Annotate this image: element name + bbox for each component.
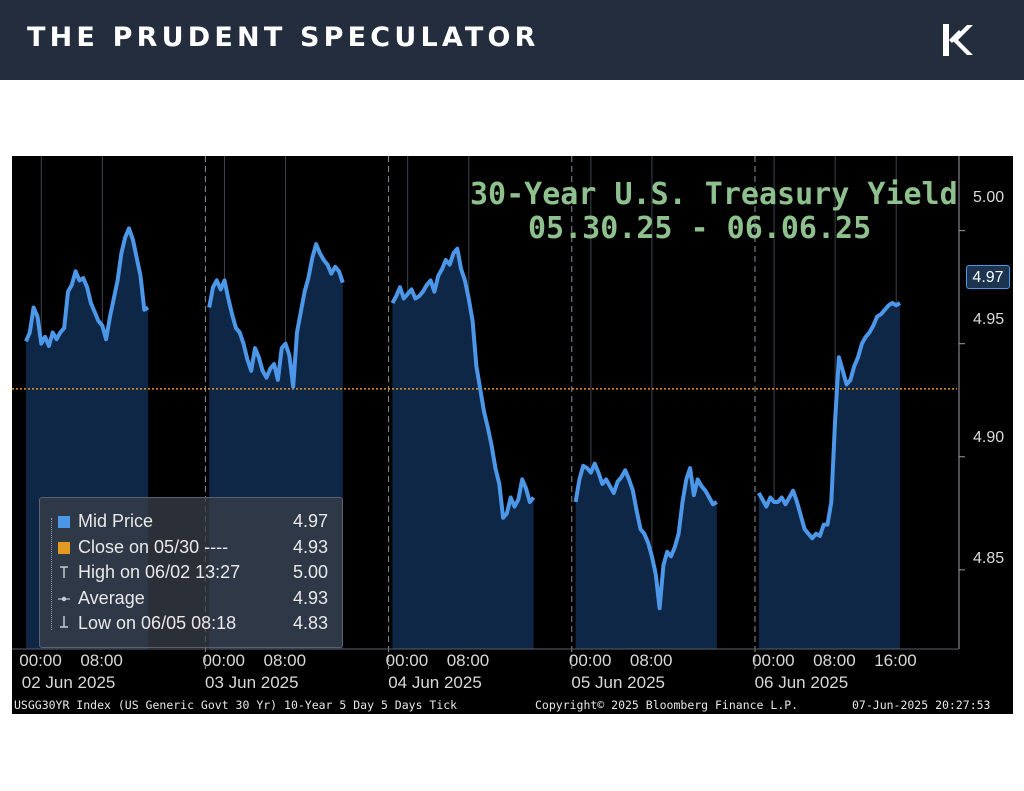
- x-day-label: 05 Jun 2025: [571, 673, 665, 692]
- legend-name: High on 06/02 13:27: [78, 562, 241, 582]
- bloomberg-chart: 30-Year U.S. Treasury Yield 05.30.25 - 0…: [12, 156, 1013, 714]
- footer-copyright: Copyright© 2025 Bloomberg Finance L.P.: [535, 698, 799, 712]
- legend-item-low: Low on 06/05 08:18 4.83: [40, 612, 342, 636]
- legend-name: Low on 06/05 08:18: [78, 613, 237, 633]
- x-day-label: 02 Jun 2025: [21, 673, 116, 692]
- series-area-fill: [575, 463, 717, 649]
- average-marker-icon: [58, 596, 70, 602]
- footer-timestamp: 07-Jun-2025 20:27:53: [852, 698, 991, 712]
- mid-price-line: [757, 301, 902, 541]
- y-tick-label: 5.00: [973, 189, 1005, 206]
- brand-name: THE PRUDENT SPECULATOR: [27, 22, 540, 53]
- x-tick-label: 00:00: [568, 651, 612, 670]
- chart-legend: Mid Price 4.97 Close on 05/30 ---- 4.93 …: [39, 497, 343, 648]
- chart-subtitle: 05.30.25 - 06.06.25: [528, 211, 872, 246]
- footer-index-description: USGG30YR Index (US Generic Govt 30 Yr) 1…: [14, 698, 458, 712]
- x-tick-label: 00:00: [19, 651, 62, 670]
- mid-price-line: [24, 226, 150, 348]
- legend-item-mid-price: Mid Price 4.97: [40, 510, 342, 534]
- legend-value: 4.93: [292, 588, 328, 608]
- legend-name: Average: [78, 588, 145, 608]
- chart-title: 30-Year U.S. Treasury Yield: [470, 177, 958, 212]
- x-day-label: 06 Jun 2025: [754, 673, 849, 692]
- y-tick-label: 4.90: [973, 429, 1005, 446]
- legend-item-close: Close on 05/30 ---- 4.93: [40, 536, 342, 560]
- x-tick-label: 00:00: [202, 651, 245, 670]
- k-monogram-logo-icon: [943, 24, 973, 56]
- legend-item-high: High on 06/02 13:27 5.00: [40, 561, 342, 585]
- legend-name: Close on 05/30 ----: [78, 537, 229, 557]
- series-area-fill: [392, 248, 534, 649]
- x-day-label: 03 Jun 2025: [205, 673, 299, 692]
- header-bar: THE PRUDENT SPECULATOR: [0, 0, 1024, 80]
- mid-price-line: [390, 246, 536, 520]
- square-orange-icon: [58, 542, 70, 554]
- x-tick-label: 16:00: [874, 651, 917, 670]
- legend-tree-line: [51, 518, 53, 630]
- x-tick-label: 08:00: [813, 651, 856, 670]
- square-blue-icon: [58, 516, 70, 528]
- y-tick-label: 4.95: [973, 311, 1005, 328]
- legend-value: 4.93: [292, 537, 328, 557]
- x-tick-label: 08:00: [446, 651, 490, 670]
- legend-item-average: Average 4.93: [40, 587, 342, 611]
- x-tick-label: 00:00: [385, 651, 429, 670]
- x-tick-label: 08:00: [80, 651, 123, 670]
- x-tick-label: 00:00: [752, 651, 795, 670]
- mid-price-line: [573, 461, 718, 611]
- last-value-badge: 4.97: [966, 265, 1010, 289]
- legend-value: 4.97: [292, 511, 328, 531]
- x-tick-label: 08:00: [263, 651, 307, 670]
- legend-value: 5.00: [292, 562, 328, 582]
- low-marker-icon: [60, 616, 68, 628]
- mid-price-line: [207, 242, 345, 389]
- high-marker-icon: [60, 566, 68, 578]
- legend-name: Mid Price: [78, 511, 154, 531]
- x-day-label: 04 Jun 2025: [388, 673, 482, 692]
- y-tick-label: 4.85: [973, 550, 1005, 567]
- x-tick-label: 08:00: [629, 651, 673, 670]
- legend-value: 4.83: [292, 613, 328, 633]
